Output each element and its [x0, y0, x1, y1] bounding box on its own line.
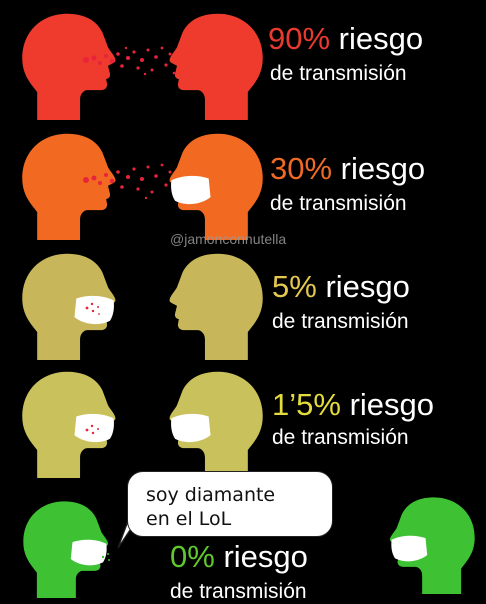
risk-word: riesgo: [338, 21, 424, 56]
left-head-icon: [23, 501, 109, 598]
speech-bubble-line-1: soy diamante: [146, 484, 276, 506]
row-5: 5% riesgo de transmisión: [0, 240, 486, 360]
left-head-icon: [22, 253, 116, 360]
mask-icon: [171, 175, 211, 205]
droplets-icon: [85, 302, 100, 315]
row-30: 30% riesgo de transmisión: [0, 120, 486, 240]
risk-word: riesgo: [340, 151, 426, 186]
right-head-icon: [169, 253, 263, 360]
transmission-label: de transmisión: [272, 310, 409, 333]
risk-percent: 30% riesgo: [270, 152, 425, 186]
row-90: 90% riesgo de transmisión: [0, 0, 486, 120]
transmission-label: de transmisión: [272, 426, 409, 449]
mask-icon: [171, 413, 211, 443]
speech-bubble-line-2: en el LoL: [146, 508, 232, 530]
risk-word: riesgo: [223, 539, 308, 574]
risk-word: riesgo: [325, 269, 410, 304]
mask-icon: [74, 413, 114, 443]
left-head-icon: [22, 371, 116, 478]
row-1-5: 1’5% riesgo de transmisión: [0, 360, 486, 478]
risk-percent: 1’5% riesgo: [272, 388, 434, 422]
percent-value: 90%: [268, 21, 331, 56]
risk-percent: 5% riesgo: [272, 270, 410, 304]
droplets-icon: [101, 553, 110, 561]
droplets-icon: [83, 46, 191, 76]
risk-percent: 0% riesgo: [170, 540, 308, 574]
droplets-icon: [85, 424, 99, 435]
speech-bubble: soy diamante en el LoL: [127, 471, 333, 537]
mask-icon: [74, 295, 114, 325]
right-head-icon: [389, 497, 475, 594]
transmission-label: de transmisión: [170, 580, 307, 603]
right-head-icon: [169, 13, 263, 120]
mask-icon: [391, 535, 428, 562]
mask-icon: [70, 539, 107, 566]
percent-value: 1’5%: [272, 387, 341, 422]
watermark: @jamonconnutella: [170, 231, 287, 247]
risk-word: riesgo: [349, 387, 434, 422]
percent-value: 5%: [272, 269, 317, 304]
right-head-icon: [169, 133, 263, 240]
percent-value: 0%: [170, 539, 215, 574]
right-head-icon: [169, 371, 263, 478]
row-0: 0% riesgo de transmisión: [0, 470, 486, 603]
risk-percent: 90% riesgo: [268, 22, 423, 56]
transmission-label: de transmisión: [270, 192, 407, 215]
transmission-label: de transmisión: [270, 62, 407, 85]
percent-value: 30%: [270, 151, 333, 186]
